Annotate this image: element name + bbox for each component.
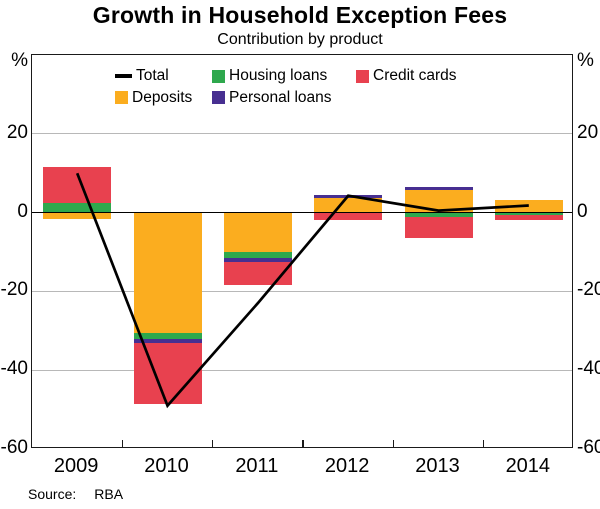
y-tick-label-left: 0 bbox=[17, 200, 28, 222]
legend-item-housing: Housing loans bbox=[212, 67, 327, 85]
bar-segment-personal bbox=[133, 338, 202, 343]
bar-segment-deposits bbox=[314, 197, 383, 213]
legend-item-total: Total bbox=[115, 67, 169, 85]
legend-label: Total bbox=[136, 67, 169, 84]
total-line bbox=[75, 172, 529, 409]
chart-title: Growth in Household Exception Fees bbox=[92, 2, 508, 28]
x-tick-label: 2011 bbox=[235, 455, 279, 477]
bar-segment-credit bbox=[133, 342, 202, 404]
legend-label: Housing loans bbox=[229, 67, 328, 84]
gridline bbox=[32, 133, 572, 135]
legend-label: Personal loans bbox=[229, 88, 332, 106]
x-tick-mark bbox=[392, 440, 395, 448]
x-tick-label: 2009 bbox=[53, 455, 99, 477]
bar-segment-housing bbox=[43, 202, 112, 213]
y-tick-label-right: -60 bbox=[577, 437, 600, 458]
y-tick-label-right: -40 bbox=[577, 358, 600, 380]
x-tick-mark bbox=[121, 440, 124, 448]
legend-item-personal: Personal loans bbox=[212, 89, 332, 107]
legend-item-credit: Credit cards bbox=[356, 67, 457, 85]
legend-swatch-total-line-icon bbox=[115, 73, 132, 79]
x-tick-mark bbox=[483, 440, 485, 448]
y-tick-label-left: % bbox=[11, 50, 28, 71]
bar-segment-credit bbox=[223, 261, 292, 286]
legend-item-deposits: Deposits bbox=[115, 89, 192, 107]
legend-swatch-personal-square-icon bbox=[212, 91, 225, 104]
x-tick-label: 2010 bbox=[144, 455, 189, 477]
bar-segment-personal bbox=[404, 186, 473, 191]
y-tick-label-left: -60 bbox=[0, 437, 28, 458]
bar-segment-deposits bbox=[133, 212, 202, 333]
gridline bbox=[32, 290, 572, 292]
x-tick-label: 2014 bbox=[505, 455, 551, 477]
gridline bbox=[32, 369, 572, 371]
legend-label: Deposits bbox=[132, 88, 193, 106]
y-tick-label-left: -20 bbox=[0, 279, 28, 301]
bar-segment-credit bbox=[314, 212, 383, 221]
bar-segment-housing bbox=[133, 332, 202, 339]
y-tick-label-right: % bbox=[577, 50, 594, 71]
bar-segment-housing bbox=[223, 252, 292, 258]
y-tick-label-right: 20 bbox=[577, 121, 599, 143]
y-tick-label-left: -40 bbox=[0, 358, 28, 380]
y-tick-label-right: -20 bbox=[577, 279, 600, 301]
bar-segment-personal bbox=[223, 257, 292, 262]
legend-label: Credit cards bbox=[373, 67, 457, 84]
bar-segment-credit bbox=[494, 214, 563, 221]
legend-swatch-credit-square-icon bbox=[356, 69, 369, 83]
x-tick-label: 2012 bbox=[324, 455, 370, 477]
bar-segment-housing bbox=[494, 212, 563, 215]
chart-subtitle: Contribution by product bbox=[217, 31, 383, 48]
bar-segment-credit bbox=[43, 167, 112, 203]
y-tick-label-left: 20 bbox=[6, 121, 28, 143]
bar-segment-housing bbox=[404, 212, 473, 217]
bar-segment-deposits bbox=[43, 212, 112, 220]
zero-line bbox=[32, 211, 572, 214]
bar-segment-credit bbox=[404, 216, 473, 239]
y-tick-label-right: 0 bbox=[577, 200, 588, 222]
x-tick-mark bbox=[212, 440, 214, 448]
legend-swatch-deposits-square-icon bbox=[115, 91, 128, 104]
legend-swatch-housing-square-icon bbox=[212, 69, 225, 83]
source-note: Source: RBA bbox=[28, 486, 123, 502]
plot-area bbox=[31, 54, 573, 448]
source-value: RBA bbox=[94, 486, 124, 502]
x-tick-label: 2013 bbox=[415, 455, 460, 477]
source-label: Source: bbox=[28, 486, 77, 502]
x-tick-mark bbox=[302, 440, 304, 448]
bar-segment-deposits bbox=[223, 212, 292, 252]
